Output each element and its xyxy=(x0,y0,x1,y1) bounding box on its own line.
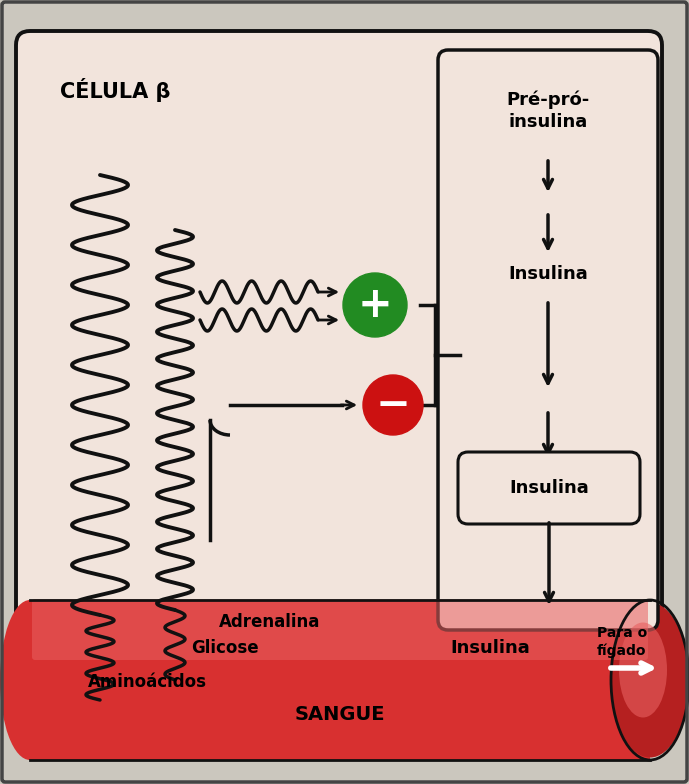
Text: Pré-pró-
insulina: Pré-pró- insulina xyxy=(506,90,590,131)
Text: −: − xyxy=(376,384,411,426)
Circle shape xyxy=(343,273,407,337)
Ellipse shape xyxy=(0,600,60,760)
Text: Adrenalina: Adrenalina xyxy=(219,613,320,631)
Text: Insulina: Insulina xyxy=(508,265,588,283)
FancyBboxPatch shape xyxy=(458,452,640,524)
Ellipse shape xyxy=(619,622,667,717)
Text: SANGUE: SANGUE xyxy=(295,706,385,724)
Text: Insulina: Insulina xyxy=(509,479,589,497)
Text: Glicose: Glicose xyxy=(191,639,259,657)
Circle shape xyxy=(363,375,423,435)
FancyBboxPatch shape xyxy=(16,31,662,644)
Text: +: + xyxy=(358,284,392,326)
Text: Para o
fígado: Para o fígado xyxy=(597,626,647,658)
Ellipse shape xyxy=(611,602,689,757)
Text: Aminoácidos: Aminoácidos xyxy=(88,673,207,691)
FancyBboxPatch shape xyxy=(438,50,658,630)
FancyBboxPatch shape xyxy=(32,599,648,660)
Text: CÉLULA β: CÉLULA β xyxy=(60,78,170,102)
Text: Insulina: Insulina xyxy=(450,639,530,657)
Bar xyxy=(30,600,650,760)
